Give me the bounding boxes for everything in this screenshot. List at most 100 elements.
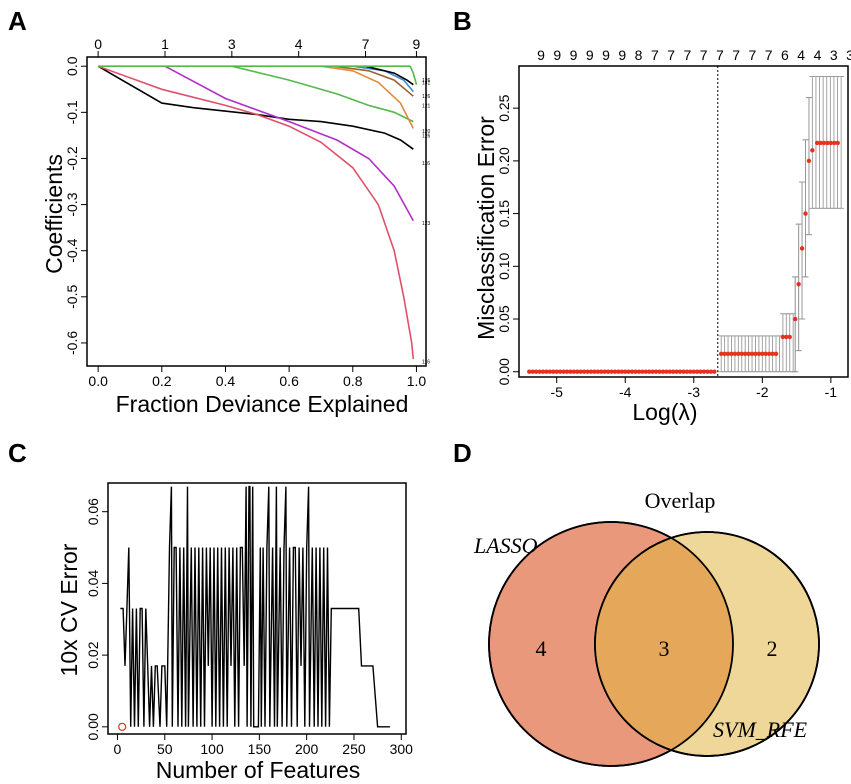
top-count-label: 9 <box>618 47 626 63</box>
panel-c-ticks: 0 50 100 150 200 250 300 0.00 0.02 0.04 0.06 <box>85 498 413 757</box>
y-tick-label: 0.0 <box>64 56 80 76</box>
cv-point <box>722 351 727 357</box>
top-count-label: 9 <box>537 47 545 63</box>
cv-point <box>544 369 549 374</box>
cv-point <box>770 351 775 357</box>
cv-point <box>633 369 638 374</box>
y-tick-label: 0.02 <box>85 641 101 668</box>
cv-point <box>537 369 542 374</box>
cv-point <box>799 246 805 251</box>
panel-b-cv-misclassification: -5 -4 -3 -2 -10.000.050.100.150.200.259 9 9 9 9 9… <box>473 47 851 425</box>
coef-path-black_b <box>365 65 414 86</box>
cv-point <box>653 369 659 374</box>
line-end-label: 121 <box>422 103 431 109</box>
venn-label-lasso: LASSO <box>473 533 538 558</box>
cv-point <box>575 369 580 374</box>
cv-point <box>674 369 679 374</box>
cv-point <box>729 351 734 357</box>
cv-point <box>605 369 611 374</box>
top-count-label: 4 <box>814 47 822 63</box>
top-count-label: 9 <box>570 47 578 63</box>
venn-count-svm-only: 2 <box>767 636 778 661</box>
line-end-label: 116 <box>422 359 430 365</box>
cv-point <box>681 369 686 374</box>
cv-point <box>547 369 553 374</box>
cv-point <box>773 351 779 357</box>
cv-point <box>588 369 594 374</box>
cv-point <box>814 140 820 146</box>
cv-point <box>667 369 672 374</box>
x-tick-label: -4 <box>619 384 632 400</box>
x-tick-label: 0.2 <box>152 373 172 389</box>
cv-point <box>708 369 714 374</box>
venn-count-lasso-only: 4 <box>536 636 547 661</box>
cv-point <box>742 351 748 357</box>
panel-b-xlabel: Log(λ) <box>632 399 697 425</box>
panel-b-error-bars <box>717 66 845 377</box>
cv-point <box>602 369 607 374</box>
panel-letter-d: D <box>453 438 472 468</box>
cv-point <box>612 369 618 374</box>
panel-c-ylabel: 10x CV Error <box>56 543 82 676</box>
cv-point <box>818 140 823 146</box>
top-count-label: 7 <box>716 47 724 63</box>
top-count-label: 7 <box>683 47 691 63</box>
cv-point <box>527 369 532 374</box>
line-end-label: 141 <box>422 80 431 86</box>
y-tick-label: 0.15 <box>496 200 512 227</box>
top-count-label: 9 <box>553 47 561 63</box>
top-tick-label: 9 <box>413 36 421 52</box>
venn-count-intersection: 3 <box>659 636 670 661</box>
cv-point <box>787 334 792 340</box>
cv-point <box>660 369 666 374</box>
panel-a-ylabel: Coefficients <box>41 154 67 274</box>
cv-point <box>835 140 840 146</box>
x-tick-label: 0.0 <box>88 373 108 389</box>
cv-point <box>581 369 587 374</box>
cv-point <box>736 351 741 357</box>
cv-point <box>784 334 789 340</box>
cv-point <box>557 369 563 374</box>
y-tick-label: -0.5 <box>64 285 80 309</box>
cv-point <box>568 369 573 374</box>
y-tick-label: 0.25 <box>496 94 512 121</box>
top-count-label: 3 <box>846 47 851 63</box>
cv-point <box>701 369 707 374</box>
top-count-label: 4 <box>797 47 805 63</box>
y-tick-label: -0.1 <box>64 100 80 124</box>
x-tick-label: -2 <box>756 384 769 400</box>
y-tick-label: 0.05 <box>496 305 512 332</box>
cv-point <box>732 351 738 357</box>
cv-point <box>623 369 628 374</box>
cv-point <box>571 369 577 374</box>
x-tick-label: 0.6 <box>279 373 299 389</box>
panel-letter-b: B <box>453 6 472 36</box>
cv-point <box>695 369 700 374</box>
cv-point <box>739 351 744 357</box>
cv-point <box>619 369 625 374</box>
cv-point <box>806 158 812 164</box>
top-count-label: 7 <box>651 47 659 63</box>
cv-point <box>540 369 546 374</box>
x-tick-label: 150 <box>248 741 272 757</box>
cv-point <box>832 140 837 146</box>
panel-c-xlabel: Number of Features <box>156 757 361 783</box>
cv-point <box>533 369 539 374</box>
coef-path-green_a <box>98 65 418 85</box>
line-end-label: 116 <box>422 161 430 167</box>
line-end-label: 123 <box>422 221 431 227</box>
cv-point <box>698 369 703 374</box>
coef-path-orange <box>320 65 415 129</box>
venn-right-outline <box>594 531 820 757</box>
panel-b-points <box>527 140 840 374</box>
cv-point <box>763 351 768 357</box>
coef-path-green_b <box>231 65 414 123</box>
top-count-label: 7 <box>732 47 740 63</box>
panel-letter-a: A <box>8 6 27 36</box>
y-tick-label: 0.00 <box>85 713 101 740</box>
y-tick-label: 0.20 <box>496 147 512 174</box>
cv-point <box>718 351 724 357</box>
x-tick-label: 250 <box>342 741 366 757</box>
cv-point <box>578 369 583 374</box>
